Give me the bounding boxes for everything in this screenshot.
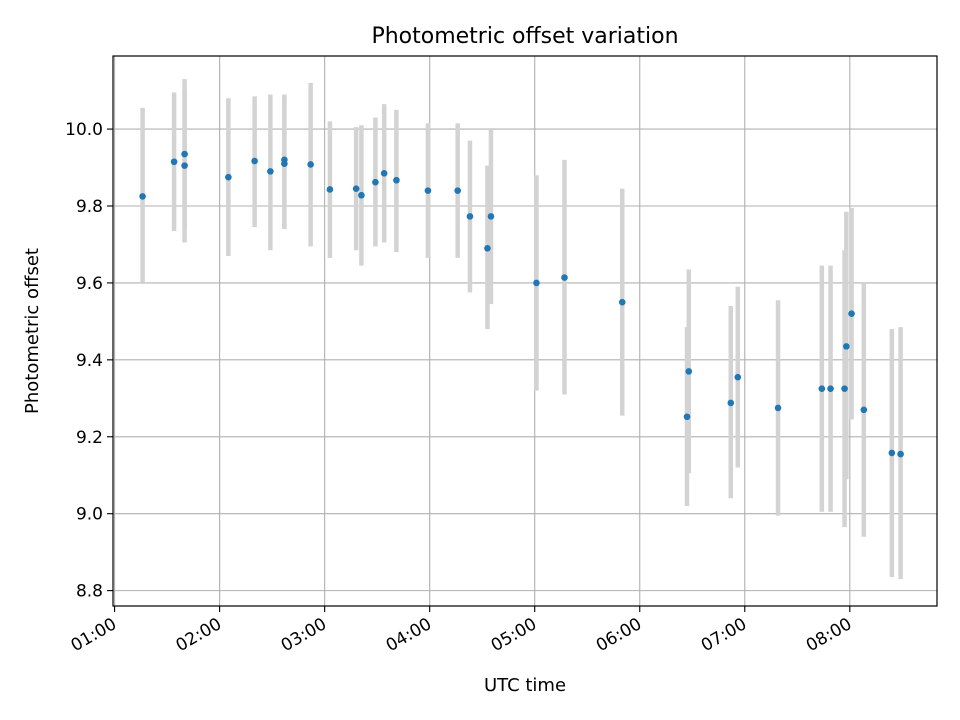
y-tick-label: 9.0 [76,505,103,525]
data-point [380,170,388,177]
data-point [372,178,379,186]
data-point [251,157,258,165]
y-tick-label: 9.4 [76,351,103,371]
data-point [181,162,188,169]
y-tick-label: 9.8 [76,197,103,217]
y-axis-label: Photometric offset [22,248,43,414]
data-point [897,450,904,458]
data-point [466,213,474,220]
data-point [281,160,288,167]
data-point [326,186,334,193]
x-axis-label: UTC time [484,675,566,696]
y-tick-label: 10.0 [65,120,103,140]
data-point [267,168,274,175]
data-point [533,279,540,287]
grid-lines [113,56,937,606]
data-point [484,245,491,252]
data-point [561,274,568,281]
data-point [181,150,188,158]
data-points [139,150,904,458]
data-point [685,368,693,375]
data-point [358,191,365,199]
data-point [841,385,848,392]
data-point [225,173,232,181]
data-point [424,187,432,194]
data-point [848,310,855,317]
data-point [170,158,178,166]
plot-frame [112,55,938,607]
data-point [843,343,850,350]
y-tick-label: 9.2 [76,428,103,448]
data-point [683,413,691,421]
data-point [860,406,868,414]
y-tick-label: 8.8 [76,582,103,602]
data-point [734,373,742,381]
data-point [393,176,400,184]
data-point [454,187,461,194]
data-point [139,193,146,200]
y-tick-label: 9.6 [76,274,103,294]
chart-title: Photometric offset variation [371,24,678,49]
data-point [827,385,834,392]
data-point [888,449,896,457]
data-point [818,385,826,392]
data-point [774,404,782,412]
data-point [727,399,735,407]
data-point [487,213,495,220]
data-point [352,185,360,192]
y-axis-ticks: 8.8 9.0 9.2 9.4 9.6 9.8 10.0 [65,120,113,602]
data-point [307,161,314,168]
data-point [618,298,626,306]
